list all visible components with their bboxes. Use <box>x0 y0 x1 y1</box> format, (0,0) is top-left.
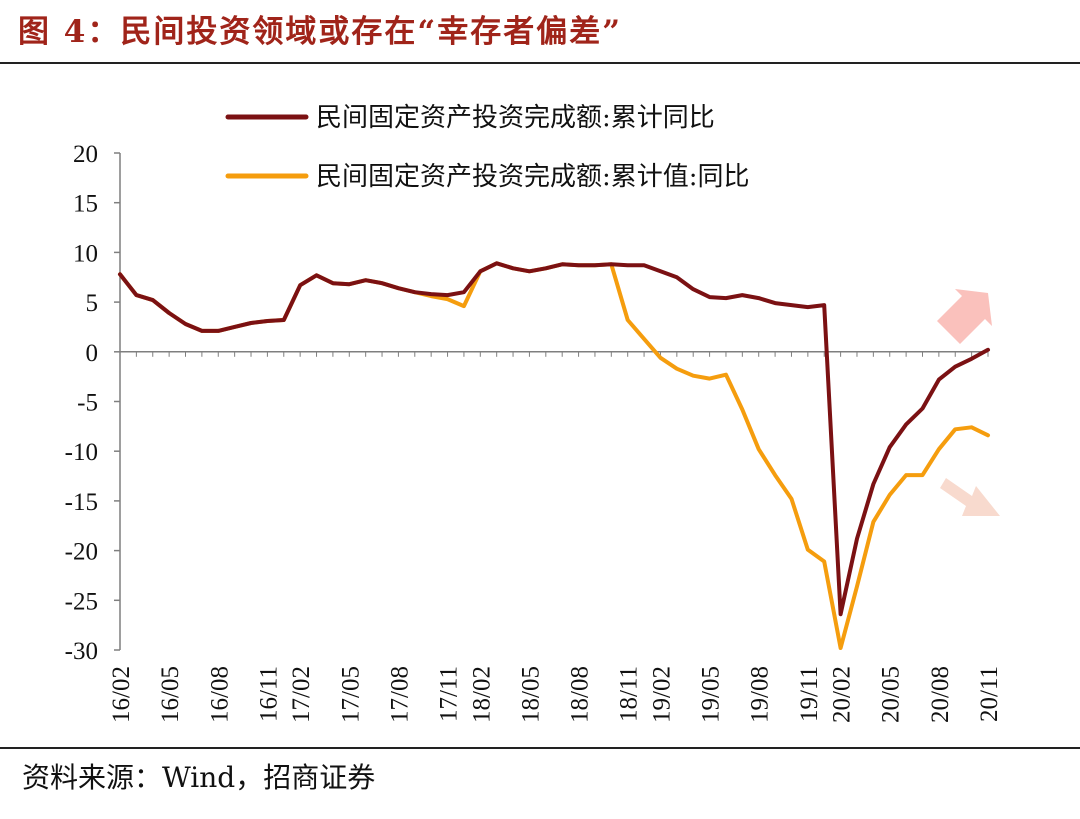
y-tick-label: 20 <box>73 141 98 168</box>
down-arrow-annotation <box>940 478 1000 516</box>
series-line-cumulative-value-yoy <box>118 261 990 650</box>
series-line-cumulative-yoy <box>118 261 990 617</box>
figure-title: 图 4：民间投资领域或存在“幸存者偏差” <box>18 14 623 50</box>
x-tick-label: 20/11 <box>976 666 1003 722</box>
x-tick-label: 18/02 <box>468 666 495 723</box>
legend-label-cumulative-value-yoy: 民间固定资产投资完成额:累计值:同比 <box>316 162 750 192</box>
y-tick-label: -30 <box>65 638 98 665</box>
y-tick-label: -25 <box>65 588 98 615</box>
x-tick-label: 20/08 <box>927 666 954 723</box>
y-tick-label: 15 <box>73 191 98 218</box>
y-tick-label: -15 <box>65 489 98 516</box>
annotation-layer <box>937 289 1000 516</box>
x-tick-label: 18/08 <box>567 666 594 723</box>
source-note: 资料来源：Wind，招商证券 <box>22 761 376 794</box>
x-tick-label: 16/08 <box>206 666 233 723</box>
x-tick-label: 17/02 <box>288 666 315 723</box>
line-chart: 20 15 10 5 0 -5 -10 -15 -20 -25 -30 16/02 16/05 16/08… <box>65 103 1003 723</box>
up-arrow-annotation <box>937 289 992 344</box>
x-tick-label: 18/05 <box>517 666 544 723</box>
top-rule <box>0 62 1080 64</box>
y-tick-label: -5 <box>77 390 98 417</box>
y-tick-label: -20 <box>65 539 98 566</box>
x-tick-label: 19/02 <box>648 666 675 723</box>
series-layer <box>118 261 990 650</box>
x-tick-label: 20/05 <box>878 666 905 723</box>
x-tick-label: 16/05 <box>157 666 184 723</box>
x-tick-label: 16/11 <box>255 666 282 722</box>
x-tick-label: 19/08 <box>747 666 774 723</box>
axes: 20 15 10 5 0 -5 -10 -15 -20 -25 -30 16/02 16/05 16/08… <box>65 141 1003 723</box>
x-tick-label: 17/08 <box>386 666 413 723</box>
x-tick-label: 16/02 <box>108 666 135 723</box>
legend-label-cumulative-yoy: 民间固定资产投资完成额:累计同比 <box>316 103 715 133</box>
x-tick-label: 17/05 <box>337 666 364 723</box>
y-tick-label: 10 <box>73 240 98 267</box>
x-tick-label: 17/11 <box>436 666 463 722</box>
bottom-rule <box>0 747 1080 749</box>
y-tick-label: 0 <box>86 340 99 367</box>
y-tick-label: 5 <box>86 290 99 317</box>
x-tick-label: 19/05 <box>698 666 725 723</box>
x-tick-label: 20/02 <box>829 666 856 723</box>
y-tick-label: -10 <box>65 439 98 466</box>
x-tick-label: 19/11 <box>796 666 823 722</box>
x-tick-label: 18/11 <box>616 666 643 722</box>
